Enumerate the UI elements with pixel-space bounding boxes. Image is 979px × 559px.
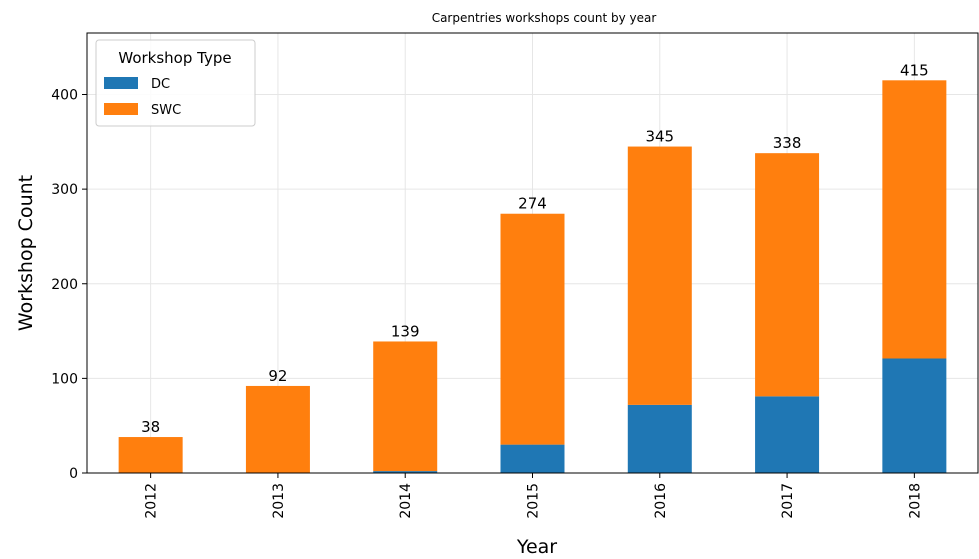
bar-dc-2014 bbox=[373, 471, 438, 473]
total-label-2013: 92 bbox=[268, 367, 287, 385]
x-tick-label: 2013 bbox=[271, 483, 287, 519]
bar-swc-2017 bbox=[755, 153, 820, 397]
bar-swc-2014 bbox=[373, 341, 438, 472]
x-tick-label: 2015 bbox=[526, 483, 542, 519]
bar-swc-2018 bbox=[882, 80, 947, 359]
legend-swatch-swc bbox=[104, 103, 138, 115]
chart-title: Carpentries workshops count by year bbox=[432, 11, 657, 25]
legend-label-swc: SWC bbox=[151, 103, 181, 118]
bar-swc-2013 bbox=[245, 385, 310, 473]
total-label-2012: 38 bbox=[141, 418, 160, 436]
bar-dc-2016 bbox=[627, 404, 692, 473]
y-tick-label: 300 bbox=[51, 182, 78, 198]
total-label-2015: 274 bbox=[518, 195, 547, 213]
total-label-2016: 345 bbox=[645, 128, 674, 146]
bar-swc-2012 bbox=[118, 437, 183, 473]
x-tick-label: 2014 bbox=[398, 483, 414, 519]
legend-title: Workshop Type bbox=[118, 49, 231, 67]
bars bbox=[118, 80, 947, 473]
y-tick-label: 100 bbox=[51, 371, 78, 387]
bar-dc-2015 bbox=[500, 444, 565, 473]
total-label-2018: 415 bbox=[900, 61, 929, 79]
bar-swc-2016 bbox=[627, 146, 692, 405]
y-axis-ticks: 0 100 200 300 400 bbox=[51, 88, 87, 482]
y-tick-label: 0 bbox=[69, 466, 78, 482]
legend-label-dc: DC bbox=[151, 77, 170, 92]
x-tick-label: 2016 bbox=[653, 483, 669, 519]
data-labels: 38 92 139 274 345 338 415 bbox=[141, 61, 929, 436]
total-label-2014: 139 bbox=[391, 322, 420, 340]
y-tick-label: 400 bbox=[51, 88, 78, 104]
bar-dc-2018 bbox=[882, 358, 947, 473]
legend-swatch-dc bbox=[104, 77, 138, 89]
total-label-2017: 338 bbox=[773, 134, 802, 152]
legend: Workshop Type DC SWC bbox=[95, 39, 256, 127]
x-tick-label: 2012 bbox=[144, 483, 160, 519]
bar-dc-2017 bbox=[755, 396, 820, 473]
y-tick-label: 200 bbox=[51, 277, 78, 293]
x-axis-ticks: 2012 2013 2014 2015 2016 2017 2018 bbox=[144, 473, 923, 519]
x-tick-label: 2018 bbox=[907, 483, 923, 519]
bar-swc-2015 bbox=[500, 213, 565, 445]
y-axis-label: Workshop Count bbox=[15, 175, 37, 331]
x-tick-label: 2017 bbox=[780, 483, 796, 519]
x-axis-label: Year bbox=[516, 536, 557, 558]
